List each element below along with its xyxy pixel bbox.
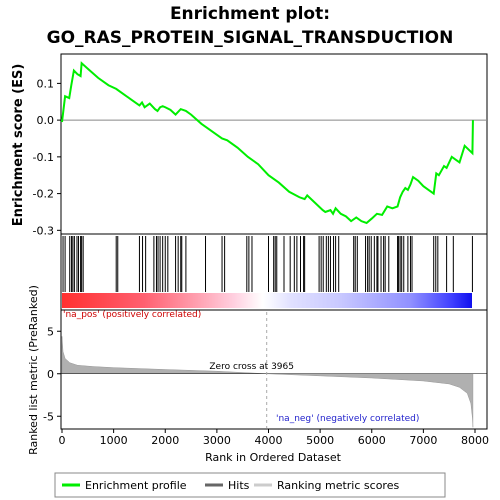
x-tick-label: 3000 [203, 434, 231, 447]
enrichment-profile-line [61, 61, 474, 225]
legend: Enrichment profile Hits Ranking metric s… [54, 472, 446, 498]
x-tick-label: 7000 [409, 434, 437, 447]
metric-panel: Zero cross at 3965 'na_neg' (negatively … [27, 285, 488, 455]
es-y-axis-label: Enrichment score (ES) [11, 64, 26, 227]
legend-frame [54, 472, 446, 498]
zero-cross-label: Zero cross at 3965 [209, 362, 294, 372]
x-tick-label: 0 [59, 434, 66, 447]
metric-y-ticks: 5 0 -5 [43, 325, 61, 423]
chart-title-line2: GO_RAS_PROTEIN_SIGNAL_TRANSDUCTION [46, 28, 454, 48]
metric-y-tick-label: -5 [43, 410, 54, 423]
hits-panel: 'na_pos' (positively correlated) [60, 233, 488, 320]
x-tick-label: 1000 [100, 434, 128, 447]
es-y-tick-label: 0.1 [37, 77, 55, 90]
x-tick-label: 4000 [255, 434, 283, 447]
es-y-tick-label: -0.2 [33, 188, 54, 201]
es-y-tick-label: -0.1 [33, 151, 54, 164]
ranking-metric-area [61, 336, 474, 428]
na-neg-label: 'na_neg' (negatively correlated) [276, 414, 419, 424]
es-y-ticks: 0.1 0.0 -0.1 -0.2 -0.3 [33, 77, 61, 237]
metric-y-tick-label: 0 [47, 368, 54, 381]
metric-panel-frame [60, 309, 488, 430]
legend-hits-label: Hits [228, 479, 250, 492]
x-axis: 0 1000 2000 3000 4000 5000 6000 7000 8000 [59, 429, 489, 447]
x-tick-label: 2000 [151, 434, 179, 447]
chart-title-line1: Enrichment plot: [169, 4, 331, 24]
x-tick-label: 6000 [358, 434, 386, 447]
metric-y-axis-label: Ranked list metric (PreRanked) [27, 285, 40, 455]
legend-metric-label: Ranking metric scores [277, 479, 399, 492]
es-panel: 0.1 0.0 -0.1 -0.2 -0.3 Enrichment score (ES) [11, 53, 488, 237]
na-pos-label: 'na_pos' (positively correlated) [63, 310, 201, 320]
rank-heatmap-bar [62, 293, 472, 308]
x-axis-label: Rank in Ordered Dataset [205, 451, 342, 464]
es-panel-frame [60, 53, 488, 235]
legend-enrichment-label: Enrichment profile [85, 479, 187, 492]
metric-y-tick-label: 5 [47, 325, 54, 338]
es-y-tick-label: 0.0 [37, 114, 55, 127]
hits-lines [62, 236, 473, 292]
x-tick-label: 8000 [461, 434, 489, 447]
x-tick-label: 5000 [306, 434, 334, 447]
es-y-tick-label: -0.3 [33, 224, 54, 237]
